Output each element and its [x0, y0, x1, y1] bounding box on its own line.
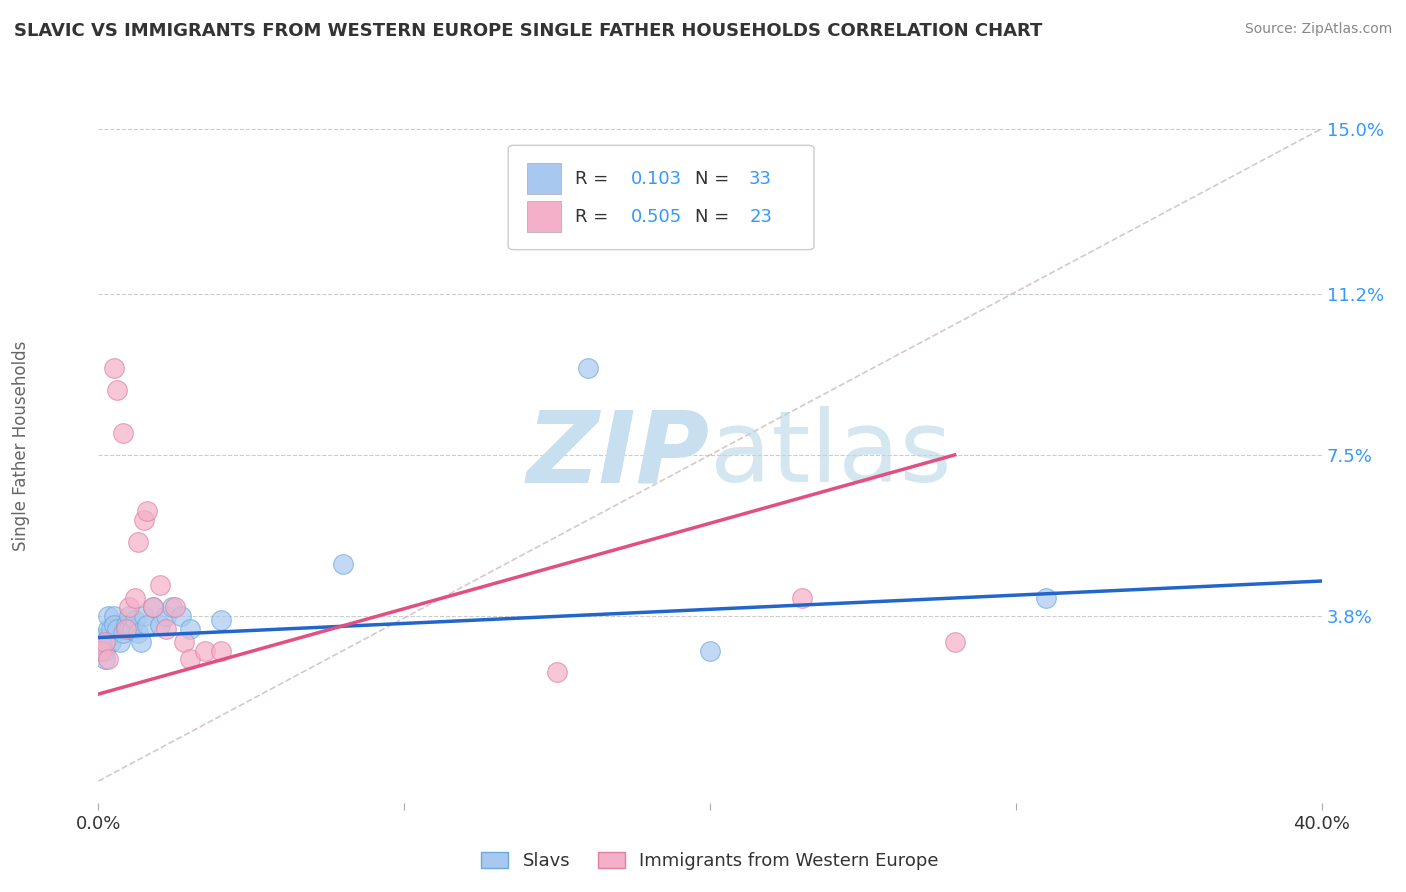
Point [97, 652, 120, 666]
Point [149, 578, 172, 592]
Point [118, 622, 141, 636]
Text: R =: R = [575, 208, 614, 226]
Point [194, 643, 217, 657]
Point [93, 652, 115, 666]
Text: SLAVIC VS IMMIGRANTS FROM WESTERN EUROPE SINGLE FATHER HOUSEHOLDS CORRELATION CH: SLAVIC VS IMMIGRANTS FROM WESTERN EUROPE… [14, 22, 1042, 40]
Text: 0.505: 0.505 [630, 208, 682, 226]
Point [127, 626, 149, 640]
Point [118, 608, 141, 623]
Point [111, 426, 134, 441]
Point [124, 591, 146, 606]
Text: R =: R = [575, 169, 614, 187]
Point [163, 600, 186, 615]
Point [90, 631, 112, 645]
Point [136, 617, 159, 632]
Point [332, 557, 354, 571]
Point [97, 631, 120, 645]
Point [142, 600, 165, 615]
Point [209, 613, 232, 627]
Point [93, 643, 115, 657]
Legend: Slavs, Immigrants from Western Europe: Slavs, Immigrants from Western Europe [474, 845, 946, 877]
Text: 23: 23 [749, 208, 772, 226]
FancyBboxPatch shape [508, 145, 814, 250]
Text: Source: ZipAtlas.com: Source: ZipAtlas.com [1244, 22, 1392, 37]
Point [100, 635, 122, 649]
Point [115, 622, 138, 636]
Point [103, 617, 125, 632]
Point [103, 361, 125, 376]
Point [160, 600, 183, 615]
Point [103, 608, 125, 623]
Point [136, 504, 159, 518]
Point [546, 665, 568, 680]
Point [124, 613, 146, 627]
Point [699, 643, 721, 657]
Point [173, 635, 195, 649]
Point [97, 622, 120, 636]
Point [209, 643, 232, 657]
Point [943, 635, 966, 649]
FancyBboxPatch shape [527, 162, 561, 194]
Text: 0.103: 0.103 [630, 169, 682, 187]
Point [129, 635, 152, 649]
FancyBboxPatch shape [527, 201, 561, 232]
Point [105, 383, 128, 397]
Point [142, 600, 165, 615]
Point [790, 591, 813, 606]
Point [576, 361, 599, 376]
Point [155, 622, 177, 636]
Point [149, 617, 172, 632]
Point [97, 608, 120, 623]
Point [170, 608, 193, 623]
Point [121, 622, 143, 636]
Text: N =: N = [696, 208, 735, 226]
Point [1035, 591, 1057, 606]
Text: Single Father Households: Single Father Households [13, 341, 30, 551]
Point [134, 608, 156, 623]
Text: N =: N = [696, 169, 735, 187]
Point [179, 622, 201, 636]
Point [105, 622, 128, 636]
Point [100, 622, 122, 636]
Point [93, 635, 115, 649]
Text: ZIP: ZIP [527, 407, 710, 503]
Point [179, 652, 201, 666]
Point [134, 513, 156, 527]
Point [118, 600, 141, 615]
Text: 33: 33 [749, 169, 772, 187]
Point [90, 643, 112, 657]
Text: atlas: atlas [710, 407, 952, 503]
Point [127, 534, 149, 549]
Point [111, 626, 134, 640]
Point [155, 608, 177, 623]
Point [115, 617, 138, 632]
Point [108, 635, 131, 649]
